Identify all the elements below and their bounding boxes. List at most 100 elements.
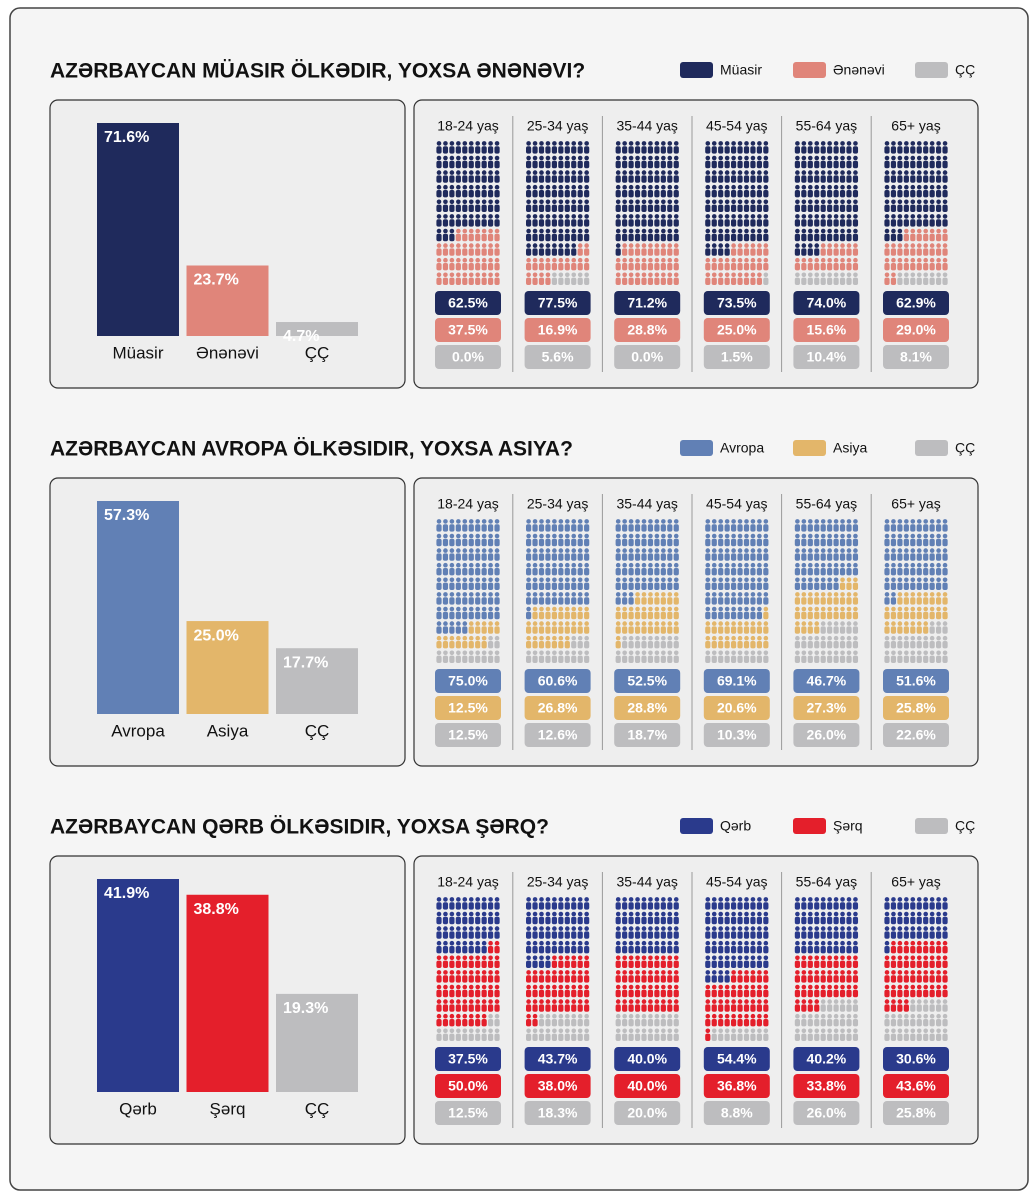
icon-head [840,519,845,524]
icon-body [494,611,500,620]
icon-head [750,1028,756,1034]
icon-head [539,141,544,146]
icon-head [705,1013,711,1019]
icon-head [648,199,653,205]
icon-head [488,955,493,961]
icon-body [615,219,621,227]
icon-body [538,219,545,227]
icon-head [897,1013,903,1019]
icon-body [577,524,583,532]
icon-head [904,155,909,161]
icon-body [545,233,551,242]
icon-head [916,155,922,161]
icon-head [443,548,448,553]
icon-body [468,553,474,561]
icon-body [564,655,570,663]
icon-body [807,1019,813,1027]
icon-head [628,577,634,583]
icon-head [673,577,679,583]
icon-body [551,146,557,154]
icon-head [443,621,448,626]
icon-head [565,1013,570,1019]
icon-body [526,1019,532,1027]
icon-body [475,146,481,154]
icon-body [794,553,800,561]
icon-head [840,911,845,917]
icon-body [846,916,852,925]
icon-head [628,984,634,990]
icon-head [814,955,820,961]
icon-body [475,263,481,271]
icon-body [839,568,846,576]
icon-body [571,597,577,605]
icon-body [794,989,800,998]
icon-body [743,233,750,242]
icon-body [750,263,756,271]
icon-body [673,960,679,968]
icon-head [456,999,461,1004]
icon-head [661,955,666,961]
icon-body [622,146,628,154]
icon-body [647,233,654,242]
icon-body [532,916,538,925]
icon-body [737,263,743,271]
icon-head [705,955,711,961]
icon-body [667,553,673,561]
icon-head [628,243,634,248]
icon-head [661,911,666,917]
icon-head [475,533,481,539]
icon-head [436,141,442,146]
label-box [703,723,770,747]
icon-body [705,626,711,634]
icon-head [827,1013,832,1019]
icon-head [916,606,922,612]
icon-head [846,606,852,612]
icon-head [891,214,896,219]
icon-head [929,199,935,205]
icon-body [718,538,724,547]
icon-body [551,553,557,561]
icon-body [673,989,679,998]
icon-head [615,519,621,524]
icon-head [942,635,948,641]
icon-body [852,931,859,939]
icon-body [820,204,826,212]
label-box [435,1047,501,1071]
icon-head [942,155,948,161]
icon-head [615,562,621,568]
icon-body [538,931,545,939]
icon-head [667,621,673,626]
icon-head [481,606,487,612]
icon-head [757,984,762,990]
icon-body [923,219,929,227]
icon-head [494,999,500,1004]
icon-head [763,635,769,641]
icon-head [923,911,928,917]
icon-body [718,931,724,939]
icon-head [539,519,544,524]
value-label: 30.6% [896,1051,936,1067]
icon-body [622,931,628,939]
icon-body [462,248,468,256]
icon-head [711,519,717,524]
icon-head [801,1028,807,1034]
icon-head [545,635,551,641]
icon-head [635,577,640,583]
icon-body [839,641,846,649]
icon-head [494,897,500,902]
icon-body [807,975,813,983]
icon-body [794,190,800,198]
icon-head [744,548,749,553]
icon-head [718,562,723,568]
icon-body [903,146,909,154]
icon-body [929,946,935,954]
icon-head [904,911,909,917]
icon-group [526,1013,590,1041]
icon-body [538,582,545,590]
icon-head [731,272,736,278]
icon-body [628,975,634,983]
icon-head [724,548,730,553]
icon-head [488,548,493,553]
icon-body [545,204,551,212]
icon-head [705,243,711,248]
